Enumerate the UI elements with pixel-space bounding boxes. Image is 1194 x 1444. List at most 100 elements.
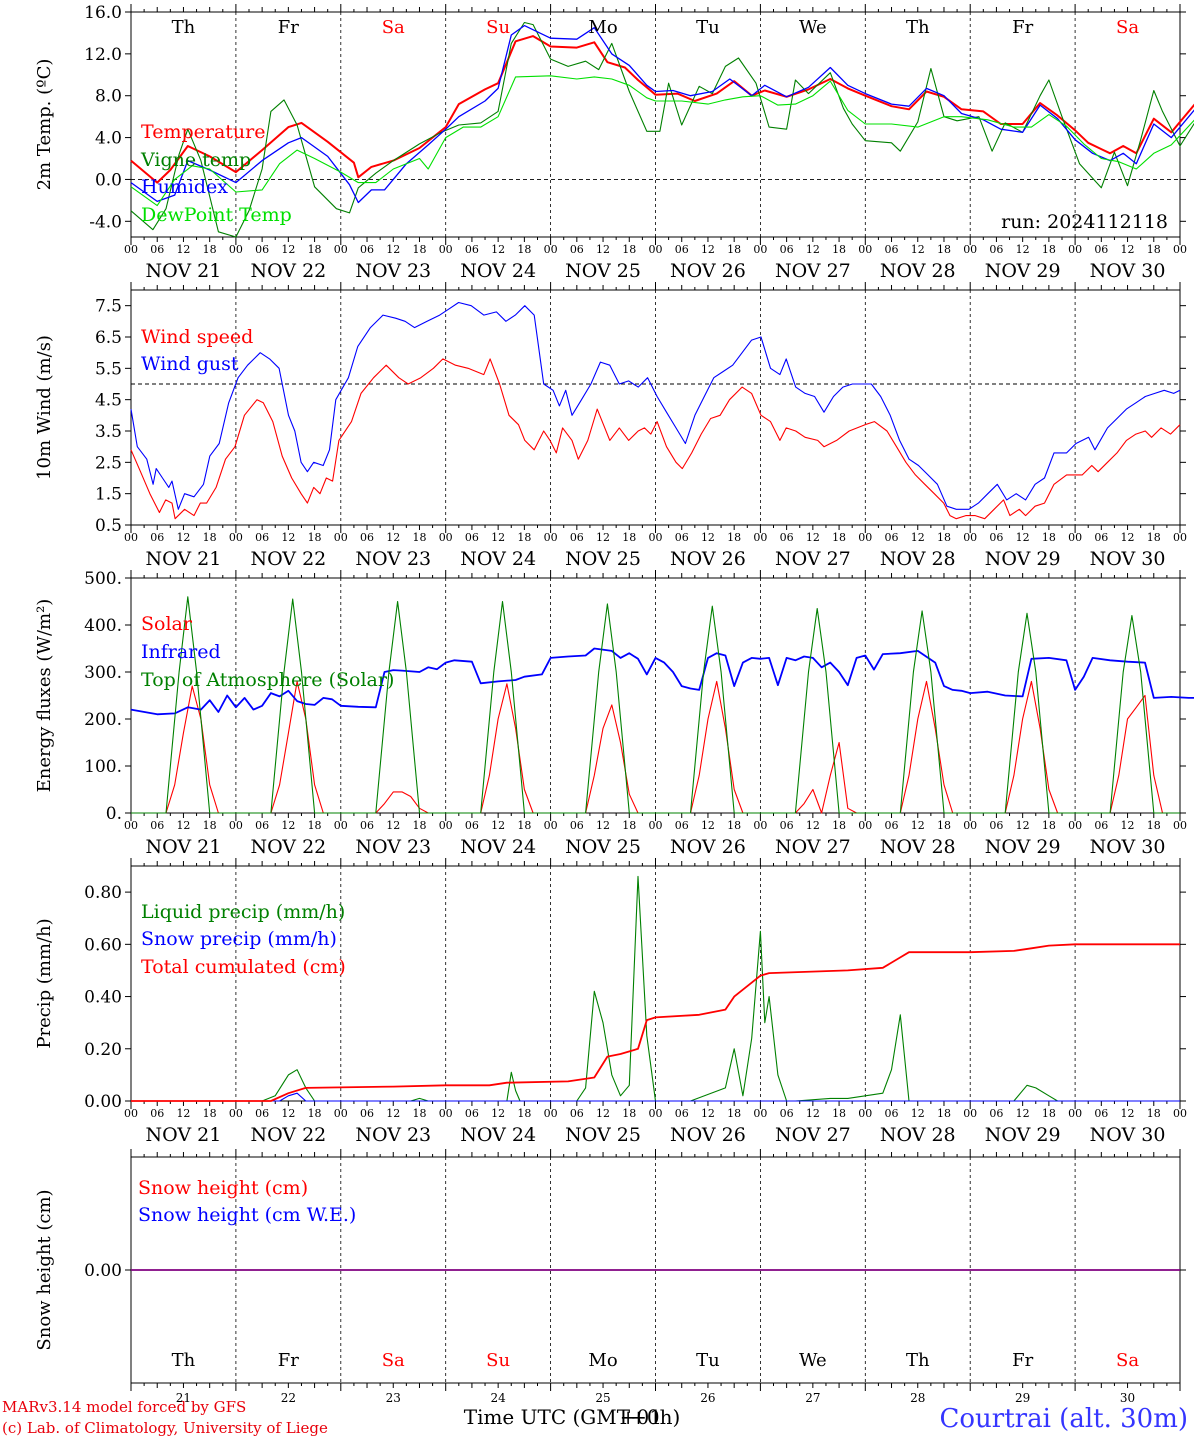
hour-label: 12 (1016, 1107, 1030, 1120)
hour-label: 18 (517, 531, 531, 544)
date-label: NOV 23 (355, 260, 431, 282)
y-tick-label: 0.20 (84, 1040, 122, 1060)
date-label: NOV 27 (775, 1124, 851, 1146)
day-number: 28 (910, 1391, 925, 1405)
y-tick-label: 300. (84, 663, 122, 683)
hour-label: 00 (334, 1107, 348, 1120)
hour-label: 00 (229, 819, 243, 832)
date-label: NOV 27 (775, 260, 851, 282)
hour-label: 00 (858, 1107, 872, 1120)
hour-label: 06 (150, 531, 164, 544)
legend-entry: Humidex (141, 176, 228, 198)
hour-label: 12 (806, 1107, 820, 1120)
hour-label: 06 (150, 819, 164, 832)
legend-entry: Snow precip (mm/h) (141, 928, 337, 950)
series-line-infrared (130, 647, 1194, 716)
hour-label: 18 (308, 243, 322, 256)
hour-label: 18 (517, 819, 531, 832)
hour-label: 00 (1173, 243, 1187, 256)
hour-label: 12 (281, 1107, 295, 1120)
y-tick-label: 5.5 (95, 359, 122, 379)
day-name: Th (172, 1350, 196, 1371)
y-tick-label: 0.0 (95, 170, 122, 190)
y-tick-label: 4.5 (95, 391, 122, 411)
hour-label: 18 (1147, 243, 1161, 256)
date-label: NOV 27 (775, 548, 851, 570)
day-number: 23 (386, 1391, 401, 1405)
hour-label: 18 (1042, 531, 1056, 544)
hour-label: 06 (570, 819, 584, 832)
hour-label: 00 (334, 819, 348, 832)
date-label: NOV 26 (670, 548, 746, 570)
hour-label: 18 (308, 1107, 322, 1120)
date-label: NOV 24 (460, 836, 536, 858)
date-label: NOV 30 (1090, 836, 1166, 858)
hour-label: 12 (911, 1107, 925, 1120)
hour-label: 06 (570, 243, 584, 256)
date-label: NOV 24 (460, 548, 536, 570)
hour-label: 06 (675, 819, 689, 832)
day-number: 22 (281, 1391, 296, 1405)
day-name: Fr (1012, 17, 1033, 38)
day-name: Mo (588, 1350, 617, 1371)
hour-label: 06 (1094, 243, 1108, 256)
y-tick-label: 0.5 (95, 516, 122, 536)
hour-label: 12 (1121, 531, 1135, 544)
y-tick-label: 0.40 (84, 988, 122, 1008)
day-name: Fr (278, 17, 299, 38)
hour-label: 00 (229, 531, 243, 544)
legend-entry: Total cumulated (cm) (141, 956, 346, 978)
hour-label: 06 (570, 1107, 584, 1120)
hour-label: 00 (963, 819, 977, 832)
hour-label: 18 (937, 531, 951, 544)
hour-label: 06 (989, 243, 1003, 256)
hour-label: 18 (937, 243, 951, 256)
hour-label: 12 (176, 531, 190, 544)
hour-label: 00 (858, 243, 872, 256)
day-number: 27 (805, 1391, 820, 1405)
hour-label: 06 (780, 531, 794, 544)
y-tick-label: 4.0 (95, 129, 122, 149)
hour-label: 00 (439, 819, 453, 832)
date-label: NOV 29 (985, 1124, 1061, 1146)
date-label: NOV 28 (880, 836, 956, 858)
date-label: NOV 28 (880, 1124, 956, 1146)
date-label: NOV 22 (250, 548, 326, 570)
hour-label: 18 (832, 1107, 846, 1120)
date-label: NOV 30 (1090, 1124, 1166, 1146)
hour-label: 12 (281, 243, 295, 256)
date-label: NOV 22 (250, 260, 326, 282)
series-line-temperature (130, 35, 1194, 184)
y-axis-label: Precip (mm/h) (34, 918, 55, 1048)
hour-label: 00 (1068, 243, 1082, 256)
hour-label: 06 (989, 531, 1003, 544)
hour-label: 06 (885, 243, 899, 256)
hour-label: 00 (124, 1107, 138, 1120)
hour-label: 06 (780, 819, 794, 832)
y-axis-label: 2m Temp. (ºC) (34, 59, 55, 191)
date-label: NOV 30 (1090, 548, 1166, 570)
hour-label: 00 (229, 243, 243, 256)
date-label: NOV 21 (146, 1124, 222, 1146)
panel-snow: 0.00 Snow height (cm) Snow height (cm) Snow… (34, 1149, 1186, 1405)
legend-entry: Snow height (cm W.E.) (138, 1204, 356, 1226)
hour-label: 06 (570, 531, 584, 544)
hour-label: 00 (649, 1107, 663, 1120)
hour-label: 12 (596, 819, 610, 832)
date-label: NOV 23 (355, 836, 431, 858)
series-line-dewpoint-temp (130, 75, 1194, 207)
hour-label: 06 (465, 531, 479, 544)
hour-label: 00 (649, 243, 663, 256)
hour-label: 06 (255, 819, 269, 832)
day-name: Tu (696, 1350, 720, 1371)
hour-label: 18 (308, 819, 322, 832)
series-line-humidex (130, 24, 1194, 204)
day-number: 26 (700, 1391, 715, 1405)
hour-label: 12 (386, 243, 400, 256)
hour-label: 00 (753, 531, 767, 544)
hour-label: 12 (596, 243, 610, 256)
hour-label: 00 (124, 243, 138, 256)
hour-label: 00 (334, 243, 348, 256)
day-name: Sa (382, 17, 405, 38)
legend-entry: Solar (141, 613, 193, 635)
